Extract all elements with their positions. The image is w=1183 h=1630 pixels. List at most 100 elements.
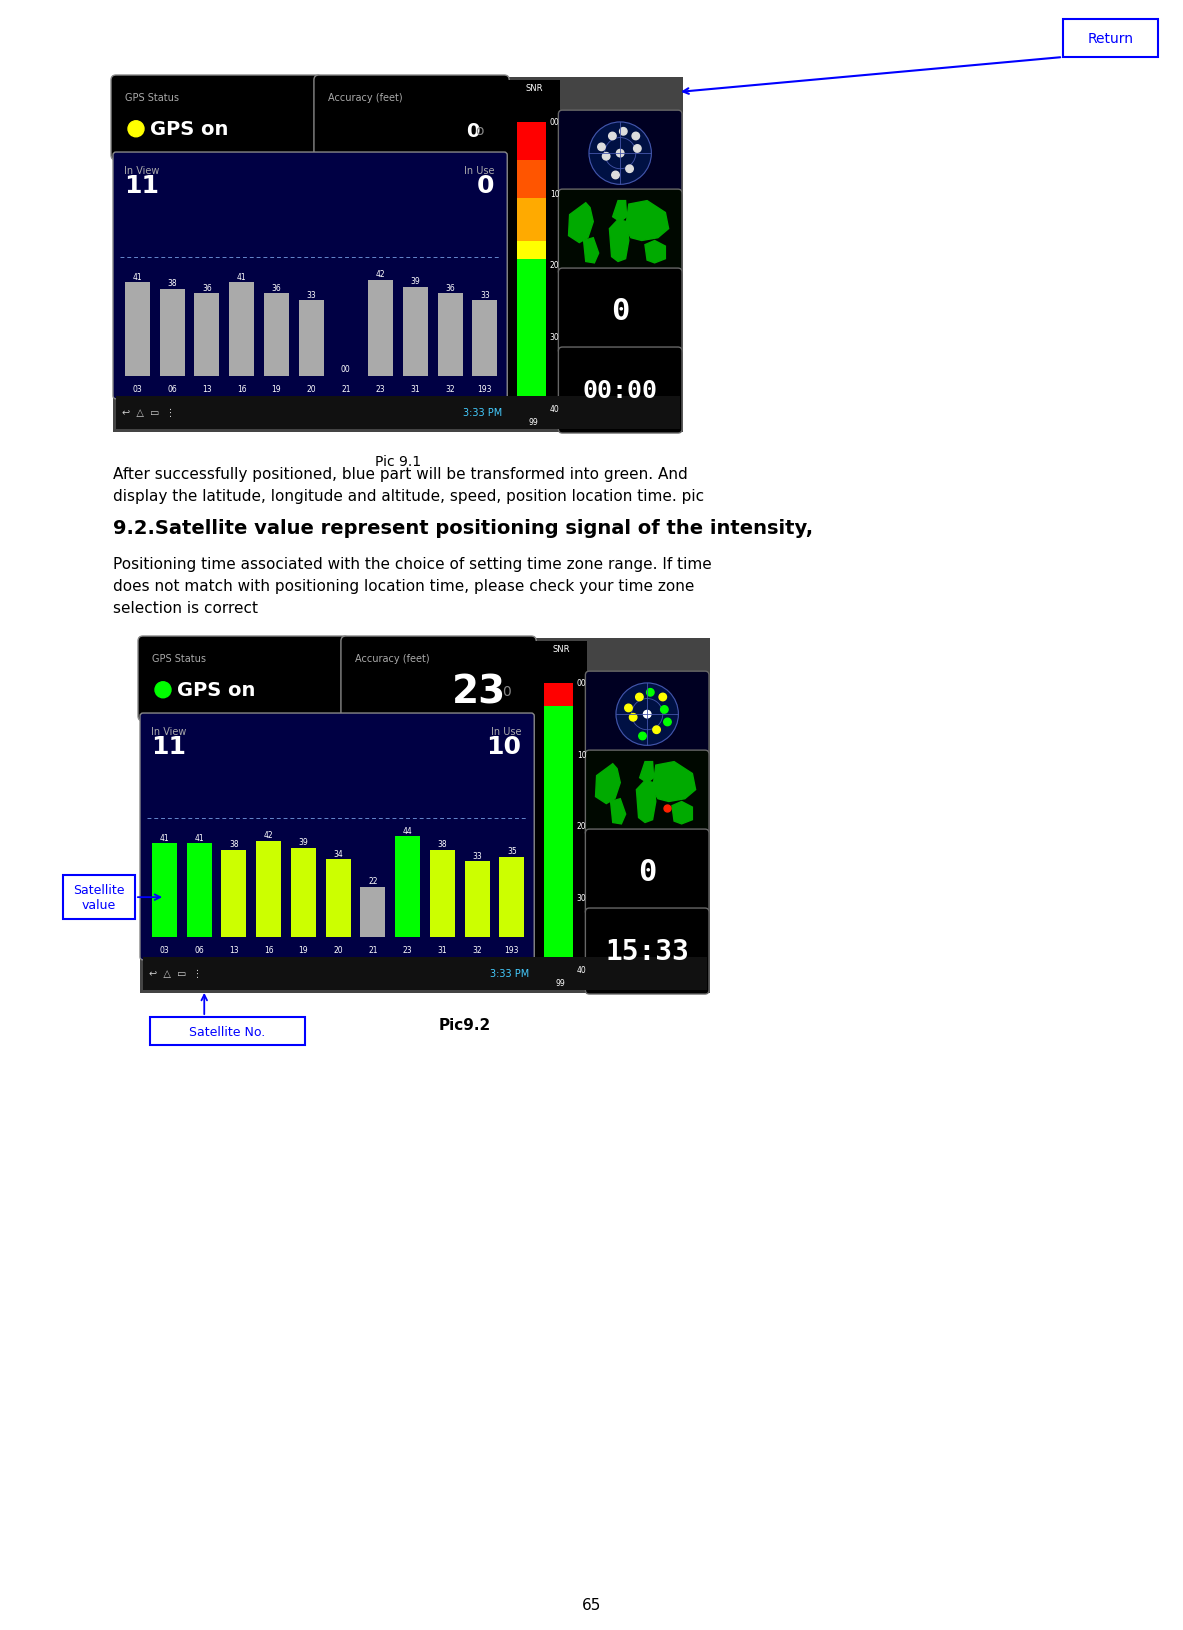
Circle shape	[155, 683, 172, 698]
FancyBboxPatch shape	[586, 830, 709, 916]
Bar	[517, 137, 547, 142]
Bar	[535, 642, 588, 991]
Circle shape	[634, 145, 641, 153]
Text: 0: 0	[638, 857, 657, 887]
Text: 34: 34	[334, 849, 343, 857]
Text: 32: 32	[472, 945, 481, 954]
Text: 0: 0	[503, 685, 511, 699]
Text: 32: 32	[445, 385, 455, 393]
Bar	[517, 228, 547, 233]
Text: 23: 23	[452, 673, 506, 711]
Bar	[544, 921, 573, 926]
Text: 0: 0	[477, 174, 494, 197]
Circle shape	[660, 706, 668, 714]
Text: 06: 06	[194, 945, 203, 954]
FancyBboxPatch shape	[313, 77, 509, 161]
Text: 38: 38	[438, 839, 447, 849]
Bar	[517, 357, 547, 362]
Bar	[517, 194, 547, 199]
Bar	[544, 955, 573, 960]
Bar	[544, 812, 573, 817]
Circle shape	[608, 134, 616, 140]
Bar	[517, 218, 547, 223]
Text: 21: 21	[341, 385, 350, 393]
Bar	[544, 926, 573, 931]
Bar	[544, 856, 573, 861]
Text: GPS Status: GPS Status	[151, 654, 206, 663]
Text: 16: 16	[264, 945, 273, 954]
Text: 44: 44	[402, 826, 413, 835]
Bar	[544, 706, 573, 970]
Text: 33: 33	[472, 851, 481, 861]
Polygon shape	[610, 799, 626, 825]
Bar	[517, 342, 547, 347]
Bar	[517, 156, 547, 161]
Bar	[544, 802, 573, 807]
Bar	[544, 717, 573, 722]
Bar	[517, 142, 547, 147]
Bar	[517, 261, 547, 409]
Polygon shape	[653, 763, 696, 802]
Text: o: o	[476, 124, 484, 139]
Bar	[517, 266, 547, 271]
Circle shape	[635, 694, 644, 701]
Bar	[544, 913, 573, 918]
Bar	[517, 365, 547, 370]
Bar	[544, 740, 573, 745]
Text: Satellite No.: Satellite No.	[189, 1025, 266, 1038]
Bar	[544, 750, 573, 755]
Bar	[544, 794, 573, 797]
Bar	[403, 287, 428, 377]
Bar	[517, 390, 547, 394]
Bar	[544, 851, 573, 856]
Bar	[517, 233, 547, 238]
Text: Satellite
value: Satellite value	[73, 883, 124, 911]
Circle shape	[625, 704, 632, 712]
Text: 9.2.Satellite value represent positioning signal of the intensity,: 9.2.Satellite value represent positionin…	[114, 518, 813, 538]
Text: 3:33 PM: 3:33 PM	[490, 968, 529, 980]
Circle shape	[597, 143, 606, 152]
Bar	[517, 132, 547, 137]
Text: In View: In View	[124, 166, 160, 176]
Bar	[517, 209, 547, 214]
Text: 10: 10	[577, 750, 587, 760]
Bar	[544, 898, 573, 903]
Text: After successfully positioned, blue part will be transformed into green. And: After successfully positioned, blue part…	[114, 466, 687, 482]
Bar	[325, 859, 350, 937]
Text: 0: 0	[466, 122, 479, 140]
Bar	[517, 251, 547, 256]
Circle shape	[620, 129, 627, 135]
Bar	[517, 246, 547, 251]
Bar	[194, 295, 219, 377]
Bar	[517, 370, 547, 375]
Text: 19: 19	[298, 945, 309, 954]
Text: 13: 13	[230, 945, 239, 954]
Text: Positioning time associated with the choice of setting time zone range. If time: Positioning time associated with the cho…	[114, 557, 712, 572]
Bar	[298, 302, 324, 377]
Text: 23: 23	[402, 945, 413, 954]
FancyBboxPatch shape	[558, 111, 683, 197]
Text: 20: 20	[577, 822, 587, 831]
Text: 20: 20	[550, 261, 560, 271]
Bar	[517, 308, 547, 313]
Bar	[544, 831, 573, 836]
FancyBboxPatch shape	[114, 153, 508, 399]
Bar	[368, 280, 393, 377]
Text: 3:33 PM: 3:33 PM	[463, 408, 503, 419]
Bar	[517, 256, 547, 261]
Bar	[544, 931, 573, 936]
Text: 19: 19	[272, 385, 282, 393]
Text: 16: 16	[237, 385, 246, 393]
Bar	[517, 236, 547, 241]
FancyBboxPatch shape	[586, 908, 709, 994]
FancyBboxPatch shape	[586, 751, 709, 836]
Bar	[544, 683, 573, 688]
Text: 39: 39	[298, 838, 309, 846]
Bar	[465, 862, 490, 937]
Text: 31: 31	[411, 385, 420, 393]
Text: 36: 36	[445, 284, 455, 293]
Bar	[517, 171, 547, 176]
Bar	[517, 152, 547, 156]
Bar	[230, 284, 254, 377]
FancyBboxPatch shape	[558, 269, 683, 355]
